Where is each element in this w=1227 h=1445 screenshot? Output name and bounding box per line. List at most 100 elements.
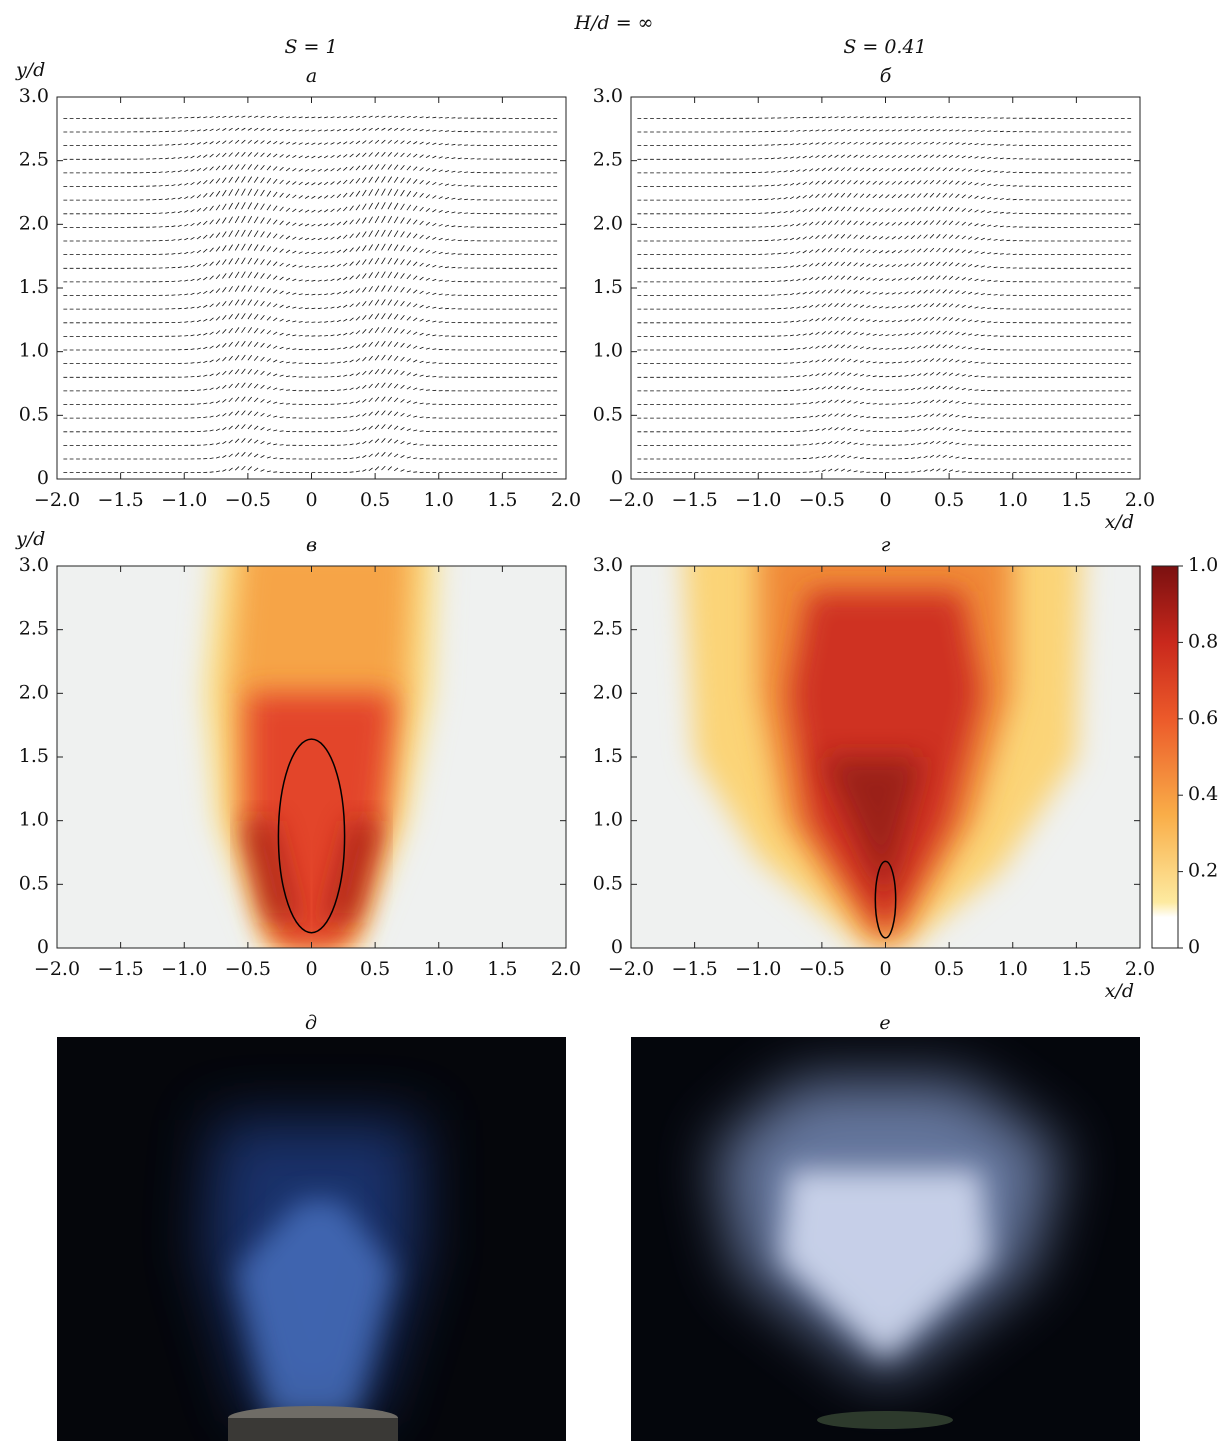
y-tick-label: 2.5 <box>19 618 49 640</box>
vector-row <box>63 127 558 133</box>
vector-row <box>63 164 558 174</box>
vector-row <box>63 151 558 160</box>
field-region <box>241 820 299 923</box>
x-axis-label: x/d <box>1105 980 1134 1002</box>
figure-title: H/d = ∞ <box>574 12 654 34</box>
plot-frame <box>56 96 567 480</box>
x-tick-label: 2.0 <box>1125 489 1155 511</box>
recirculation-zone <box>874 860 897 939</box>
x-tick-label: −2.0 <box>34 489 80 511</box>
x-tick-label: 0 <box>879 489 891 511</box>
colorbar-tick-label: 0.2 <box>1188 860 1218 882</box>
vector-row <box>637 385 1132 392</box>
vector-row <box>63 257 558 269</box>
y-tick-label: 3.0 <box>593 85 623 107</box>
vector-row <box>637 261 1132 269</box>
x-tick-label: 0.5 <box>360 489 390 511</box>
x-tick-label: −2.0 <box>608 489 654 511</box>
vector-row <box>637 206 1132 215</box>
x-tick-label: −1.0 <box>735 489 781 511</box>
vector-row <box>63 176 558 187</box>
y-tick-label: 2.0 <box>593 212 623 234</box>
field <box>637 116 1132 473</box>
x-tick-label: 2.0 <box>551 489 581 511</box>
vector-row <box>63 340 558 351</box>
y-tick-label: 0 <box>611 467 623 489</box>
y-tick-label: 0.5 <box>593 872 623 894</box>
x-tick-label: −1.0 <box>735 958 781 980</box>
panel: −2.0 −1.5 −1.0 −0.5 0 0.5 1.0 1.5 2.0 0 0.5 1.0 1.5 2… <box>15 528 581 980</box>
x-tick-label: 1.0 <box>424 489 454 511</box>
x-tick-label: 0.5 <box>934 489 964 511</box>
vector-row <box>637 167 1132 174</box>
x-tick-label: −2.0 <box>34 958 80 980</box>
colorbar-tick-label: 0 <box>1188 936 1200 958</box>
colorbar-tick-label: 0.4 <box>1188 783 1218 805</box>
x-tick-label: 2.0 <box>1125 958 1155 980</box>
y-tick-label: 0.5 <box>593 403 623 425</box>
vector-row <box>63 215 558 228</box>
panel-label: г <box>881 534 891 556</box>
plot-frame <box>630 96 1141 480</box>
vector-row <box>63 115 558 119</box>
x-tick-label: −1.5 <box>98 958 144 980</box>
vector-row <box>637 289 1132 296</box>
y-tick-label: 3.0 <box>593 554 623 576</box>
y-tick-label: 1.5 <box>19 276 49 298</box>
panel-label: е <box>879 1012 890 1034</box>
panel-label: а <box>306 65 317 87</box>
vector-row <box>637 116 1132 119</box>
x-tick-label: 1.5 <box>487 958 517 980</box>
vector-row <box>63 465 558 473</box>
y-tick-label: 0.5 <box>19 872 49 894</box>
x-tick-label: −1.0 <box>161 958 207 980</box>
x-tick-label: −0.5 <box>225 958 271 980</box>
y-tick-label: 2.0 <box>593 681 623 703</box>
vector-row <box>63 382 558 392</box>
column-title: S = 0.41 <box>843 36 926 58</box>
x-tick-label: −0.5 <box>799 489 845 511</box>
x-tick-label: 0 <box>305 958 317 980</box>
vector-row <box>63 326 558 337</box>
y-tick-label: 2.5 <box>593 618 623 640</box>
panel: −2.0 −1.5 −1.0 −0.5 0 0.5 1.0 1.5 2.0 0 0.5 1.0 1.5 2… <box>15 59 581 511</box>
vector-row <box>637 247 1132 255</box>
x-tick-label: −1.5 <box>672 489 718 511</box>
vector-row <box>63 438 558 446</box>
x-tick-label: −0.5 <box>799 958 845 980</box>
x-tick-label: 1.0 <box>424 958 454 980</box>
y-tick-label: 0.5 <box>19 403 49 425</box>
panel-label: б <box>880 65 892 87</box>
y-tick-label: 1.5 <box>593 745 623 767</box>
x-tick-label: 2.0 <box>551 958 581 980</box>
vector-row <box>637 399 1132 405</box>
vector-row <box>637 303 1132 310</box>
panel-label: д <box>305 1012 317 1034</box>
field <box>63 115 558 473</box>
y-tick-label: 3.0 <box>19 85 49 107</box>
vector-row <box>637 440 1132 446</box>
photo <box>631 1037 1140 1441</box>
x-tick-label: −1.5 <box>672 958 718 980</box>
vector-row <box>63 139 558 146</box>
x-tick-label: −1.5 <box>98 489 144 511</box>
panel: −2.0 −1.5 −1.0 −0.5 0 0.5 1.0 1.5 2.0 0 0.5 1.0 1.5 2… <box>593 65 1155 533</box>
vector-row <box>63 229 558 242</box>
colorbar <box>1151 565 1179 949</box>
vector-row <box>63 451 558 460</box>
vector-row <box>637 468 1132 473</box>
vector-row <box>63 354 558 364</box>
y-tick-label: 0 <box>37 467 49 489</box>
vector-row <box>637 234 1132 242</box>
vector-row <box>637 220 1132 228</box>
vector-row <box>63 271 558 283</box>
vector-row <box>637 192 1132 201</box>
vector-row <box>637 330 1132 337</box>
vector-row <box>63 313 558 324</box>
vector-row <box>637 180 1132 187</box>
x-tick-label: 1.0 <box>998 489 1028 511</box>
vector-row <box>63 285 558 296</box>
vector-row <box>637 344 1132 351</box>
y-tick-label: 3.0 <box>19 554 49 576</box>
